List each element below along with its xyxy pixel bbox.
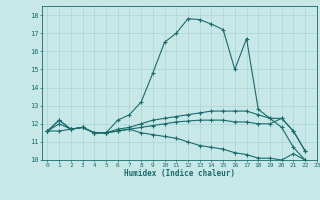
X-axis label: Humidex (Indice chaleur): Humidex (Indice chaleur): [124, 169, 235, 178]
